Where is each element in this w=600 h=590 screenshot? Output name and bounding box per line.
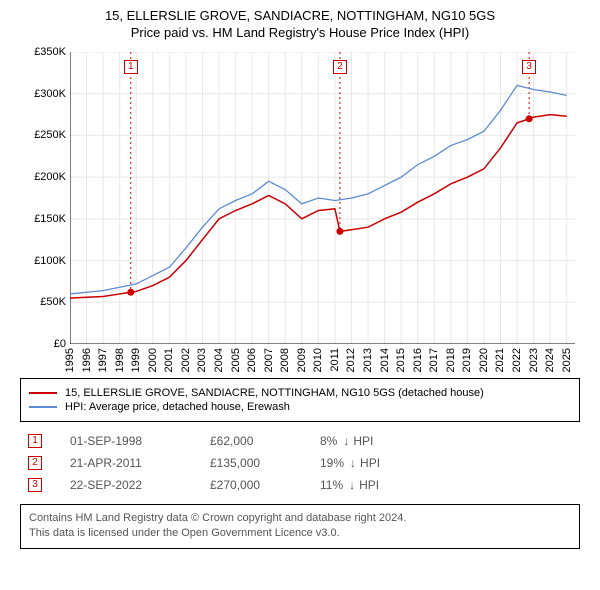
y-axis: £0£50K£100K£150K£200K£250K£300K£350K bbox=[20, 52, 68, 344]
legend-item: HPI: Average price, detached house, Erew… bbox=[29, 401, 571, 413]
footer-line1: Contains HM Land Registry data © Crown c… bbox=[29, 511, 571, 526]
x-tick-label: 1998 bbox=[114, 348, 126, 372]
y-tick-label: £250K bbox=[34, 129, 66, 141]
chart-container: 15, ELLERSLIE GROVE, SANDIACRE, NOTTINGH… bbox=[0, 0, 600, 590]
x-tick-label: 2004 bbox=[213, 348, 225, 372]
sale-pct: 8%↓HPI bbox=[320, 434, 373, 448]
sale-marker-box: 1 bbox=[124, 60, 138, 74]
x-tick-label: 2012 bbox=[345, 348, 357, 372]
x-tick-label: 2008 bbox=[279, 348, 291, 372]
sale-date: 22-SEP-2022 bbox=[70, 478, 210, 492]
x-tick-label: 2001 bbox=[163, 348, 175, 372]
sale-price: £62,000 bbox=[210, 434, 320, 448]
legend-item: 15, ELLERSLIE GROVE, SANDIACRE, NOTTINGH… bbox=[29, 387, 571, 399]
x-tick-label: 2018 bbox=[445, 348, 457, 372]
x-tick-label: 2007 bbox=[263, 348, 275, 372]
y-tick-label: £50K bbox=[40, 296, 66, 308]
arrow-down-icon: ↓ bbox=[350, 456, 356, 470]
x-tick-label: 2021 bbox=[494, 348, 506, 372]
sale-suffix: HPI bbox=[359, 478, 379, 492]
sale-date: 21-APR-2011 bbox=[70, 456, 210, 470]
sale-marker-box: 2 bbox=[333, 60, 347, 74]
sale-price: £135,000 bbox=[210, 456, 320, 470]
footer: Contains HM Land Registry data © Crown c… bbox=[20, 504, 580, 549]
x-tick-label: 2016 bbox=[412, 348, 424, 372]
sale-price: £270,000 bbox=[210, 478, 320, 492]
arrow-down-icon: ↓ bbox=[349, 478, 355, 492]
x-tick-label: 2022 bbox=[511, 348, 523, 372]
x-tick-label: 2017 bbox=[428, 348, 440, 372]
x-tick-label: 2006 bbox=[246, 348, 258, 372]
x-tick-label: 1995 bbox=[64, 348, 76, 372]
legend-label: 15, ELLERSLIE GROVE, SANDIACRE, NOTTINGH… bbox=[65, 387, 484, 399]
legend-swatch bbox=[29, 392, 57, 394]
x-tick-label: 2013 bbox=[362, 348, 374, 372]
chart-svg bbox=[70, 52, 575, 344]
sale-row-marker: 3 bbox=[28, 478, 42, 492]
x-tick-label: 2019 bbox=[461, 348, 473, 372]
x-tick-label: 2010 bbox=[312, 348, 324, 372]
y-tick-label: £350K bbox=[34, 46, 66, 58]
sale-pct: 19%↓HPI bbox=[320, 456, 380, 470]
chart-area: £0£50K£100K£150K£200K£250K£300K£350K 123… bbox=[20, 44, 580, 374]
x-tick-label: 2011 bbox=[329, 348, 341, 372]
x-tick-label: 2024 bbox=[544, 348, 556, 372]
legend: 15, ELLERSLIE GROVE, SANDIACRE, NOTTINGH… bbox=[20, 378, 580, 422]
y-tick-label: £100K bbox=[34, 255, 66, 267]
x-tick-label: 2005 bbox=[230, 348, 242, 372]
title-address: 15, ELLERSLIE GROVE, SANDIACRE, NOTTINGH… bbox=[10, 8, 590, 23]
sale-pct: 11%↓HPI bbox=[320, 478, 379, 492]
footer-line2: This data is licensed under the Open Gov… bbox=[29, 526, 571, 541]
sale-row-marker: 2 bbox=[28, 456, 42, 470]
plot-area: 1 2 3 bbox=[70, 52, 575, 344]
sale-suffix: HPI bbox=[360, 456, 380, 470]
x-tick-label: 2002 bbox=[180, 348, 192, 372]
sale-row: 221-APR-2011£135,00019%↓HPI bbox=[20, 452, 580, 474]
x-tick-label: 2025 bbox=[561, 348, 573, 372]
x-tick-label: 2000 bbox=[147, 348, 159, 372]
x-tick-label: 1997 bbox=[97, 348, 109, 372]
y-tick-label: £200K bbox=[34, 171, 66, 183]
sale-date: 01-SEP-1998 bbox=[70, 434, 210, 448]
legend-label: HPI: Average price, detached house, Erew… bbox=[65, 401, 290, 413]
sale-row: 101-SEP-1998£62,0008%↓HPI bbox=[20, 430, 580, 452]
x-tick-label: 2009 bbox=[296, 348, 308, 372]
title-subtitle: Price paid vs. HM Land Registry's House … bbox=[10, 25, 590, 40]
y-tick-label: £300K bbox=[34, 88, 66, 100]
y-tick-label: £150K bbox=[34, 213, 66, 225]
x-tick-label: 1999 bbox=[130, 348, 142, 372]
sale-suffix: HPI bbox=[353, 434, 373, 448]
x-tick-label: 2014 bbox=[379, 348, 391, 372]
sale-row: 322-SEP-2022£270,00011%↓HPI bbox=[20, 474, 580, 496]
legend-swatch bbox=[29, 406, 57, 408]
arrow-down-icon: ↓ bbox=[343, 434, 349, 448]
x-tick-label: 1996 bbox=[81, 348, 93, 372]
title-block: 15, ELLERSLIE GROVE, SANDIACRE, NOTTINGH… bbox=[0, 0, 600, 44]
x-tick-label: 2020 bbox=[478, 348, 490, 372]
x-tick-label: 2023 bbox=[528, 348, 540, 372]
sale-row-marker: 1 bbox=[28, 434, 42, 448]
x-axis: 1995199619971998199920002001200220032004… bbox=[70, 346, 575, 374]
sale-marker-box: 3 bbox=[522, 60, 536, 74]
sales-table: 101-SEP-1998£62,0008%↓HPI221-APR-2011£13… bbox=[20, 430, 580, 496]
x-tick-label: 2015 bbox=[395, 348, 407, 372]
x-tick-label: 2003 bbox=[196, 348, 208, 372]
